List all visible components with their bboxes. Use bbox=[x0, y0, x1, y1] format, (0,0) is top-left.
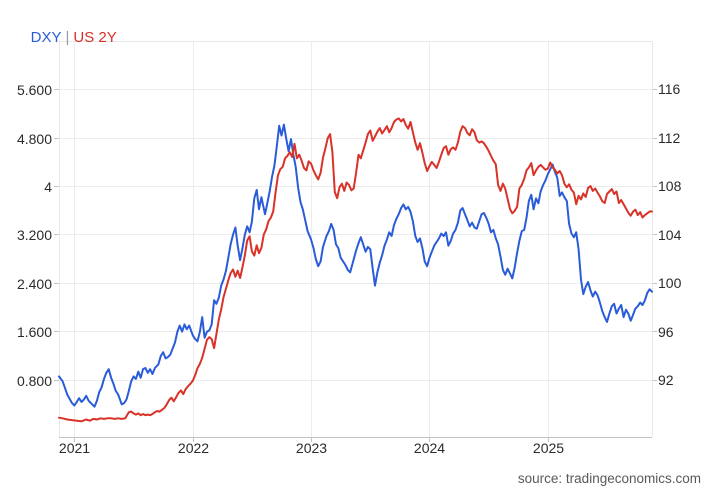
right-axis-tick-label: 100 bbox=[658, 275, 682, 291]
x-axis-tick-label: 2022 bbox=[177, 440, 210, 456]
us-2y-line bbox=[58, 117, 653, 423]
chart-legend: DXY | US 2Y bbox=[14, 8, 117, 68]
legend-item-dxy[interactable]: DXY bbox=[30, 29, 62, 46]
left-axis-tick-label: 0.800 bbox=[16, 372, 52, 389]
right-axis-tick-label: 104 bbox=[658, 227, 682, 243]
x-axis-tick-label: 2025 bbox=[532, 440, 565, 456]
x-axis-tick-label: 2024 bbox=[413, 440, 446, 456]
left-axis-tick-label: 2.400 bbox=[16, 275, 52, 292]
legend-separator: | bbox=[65, 29, 70, 46]
right-axis-tick-label: 116 bbox=[658, 81, 681, 97]
right-axis-tick-label: 92 bbox=[658, 372, 674, 388]
left-axis-tick-label: 4 bbox=[44, 178, 52, 195]
dxy-line bbox=[58, 123, 653, 408]
source-attribution: source: tradingeconomics.com bbox=[517, 471, 701, 486]
right-axis-tick-label: 96 bbox=[658, 324, 674, 340]
right-axis-tick-label: 108 bbox=[658, 178, 682, 194]
left-axis-tick-label: 4.800 bbox=[16, 130, 52, 147]
left-axis-tick-label: 3.200 bbox=[16, 226, 52, 243]
legend-item-us2y[interactable]: US 2Y bbox=[73, 29, 117, 46]
left-axis-tick-label: 1.600 bbox=[16, 323, 52, 340]
right-axis-tick-label: 112 bbox=[658, 130, 681, 146]
x-axis-tick-label: 2023 bbox=[295, 440, 328, 456]
left-axis-tick-label: 5.600 bbox=[16, 81, 52, 98]
x-axis-tick-label: 2021 bbox=[58, 440, 91, 456]
